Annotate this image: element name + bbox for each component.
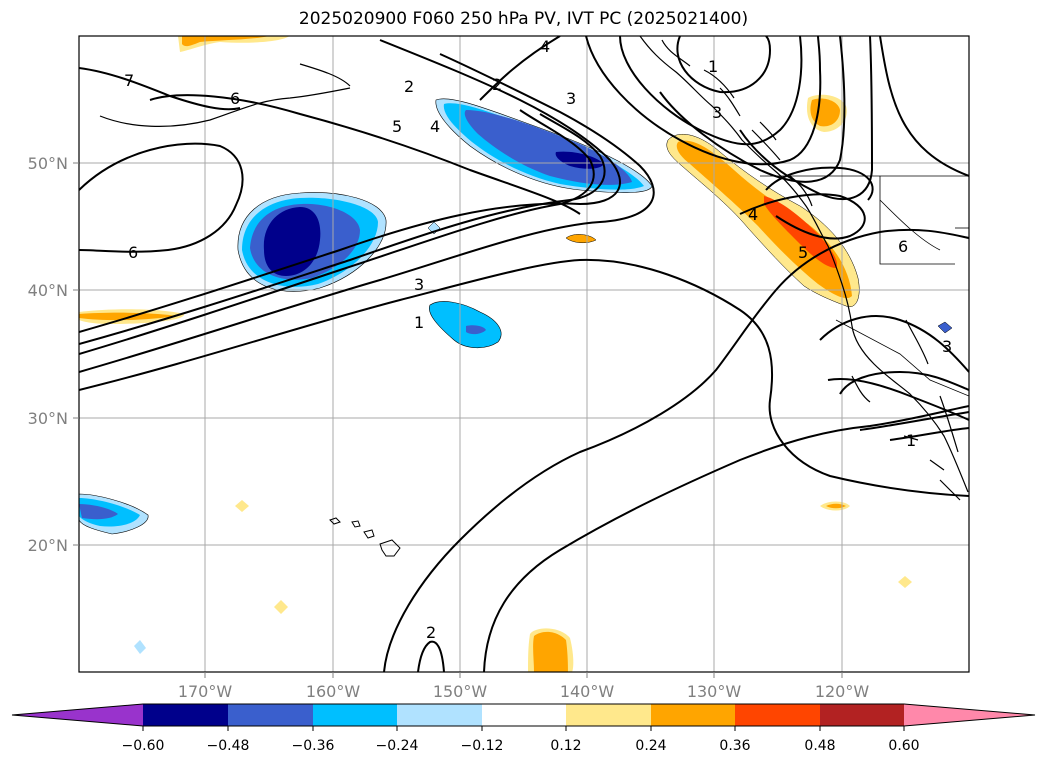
contour-label: 5 <box>798 243 808 262</box>
contour-label: 6 <box>230 89 240 108</box>
contour-label: 2 <box>426 623 436 642</box>
colorbar-bin <box>397 704 482 726</box>
contour-label: 1 <box>414 313 424 332</box>
map-panel: 7 6 6 6 5 5 4 4 4 3 3 3 3 2 2 2 1 1 1 <box>79 36 969 672</box>
colorbar-tick-label: 0.48 <box>804 738 835 754</box>
colorbar-tick-label: −0.24 <box>376 738 419 754</box>
contour-label: 6 <box>128 243 138 262</box>
contour-label: 2 <box>404 77 414 96</box>
lon-label: 150°W <box>433 682 488 701</box>
colorbar-tick-label: −0.60 <box>122 738 165 754</box>
hawaii-islands <box>329 517 401 557</box>
colorbar-bin <box>313 704 397 726</box>
longitude-labels: 170°W 160°W 150°W 140°W 130°W 120°W <box>178 682 870 701</box>
colorbar-tick-label: 0.24 <box>635 738 666 754</box>
pv-contours <box>79 36 969 672</box>
colorbar-extend-min <box>12 704 143 726</box>
colorbar-tick-label: 0.12 <box>550 738 581 754</box>
map-title: 2025020900 F060 250 hPa PV, IVT PC (2025… <box>298 9 749 29</box>
contour-label: 4 <box>540 37 550 56</box>
colorbar-tick-label: 0.60 <box>888 738 919 754</box>
colorbar-bin <box>820 704 904 726</box>
lon-label: 120°W <box>815 682 870 701</box>
contour-label: 3 <box>566 89 576 108</box>
colorbar-bin <box>735 704 820 726</box>
colorbar-tick-label: 0.36 <box>719 738 750 754</box>
lon-label: 160°W <box>306 682 361 701</box>
contour-label: 2 <box>492 75 502 94</box>
colorbar-bin <box>143 704 228 726</box>
latitude-labels: 50°N 40°N 30°N 20°N <box>28 154 68 555</box>
contour-label: 4 <box>748 205 758 224</box>
map-frame <box>78 35 970 673</box>
lat-label: 30°N <box>28 409 68 428</box>
contour-label: 6 <box>898 237 908 256</box>
lon-label: 170°W <box>178 682 233 701</box>
colorbar-extend-max <box>904 704 1035 726</box>
lat-label: 20°N <box>28 536 68 555</box>
lat-label: 50°N <box>28 154 68 173</box>
contour-label: 7 <box>124 71 134 90</box>
contour-label: 3 <box>414 275 424 294</box>
lon-label: 130°W <box>687 682 742 701</box>
positive-ivt-anomaly-west-coast <box>666 94 860 308</box>
colorbar-bin <box>566 704 651 726</box>
lon-label: 140°W <box>560 682 615 701</box>
colorbar-tick-label: −0.48 <box>207 738 250 754</box>
contour-label: 4 <box>430 117 440 136</box>
colorbar-bin <box>228 704 313 726</box>
colorbar-bin <box>651 704 735 726</box>
coastlines <box>99 36 969 501</box>
colorbar-bin <box>482 704 566 726</box>
colorbar: −0.60 −0.48 −0.36 −0.24 −0.12 0.12 0.24 … <box>11 703 1036 754</box>
colorbar-tick-label: −0.12 <box>461 738 504 754</box>
contour-label: 1 <box>708 57 718 76</box>
contour-label: 3 <box>712 103 722 122</box>
lat-label: 40°N <box>28 281 68 300</box>
gridlines <box>79 36 969 672</box>
contour-label: 1 <box>906 431 916 450</box>
colorbar-tick-label: −0.36 <box>292 738 335 754</box>
axis-ticks <box>73 162 843 678</box>
pv-contour-labels: 7 6 6 6 5 5 4 4 4 3 3 3 3 2 2 2 1 1 1 <box>124 37 952 642</box>
contour-label: 5 <box>392 117 402 136</box>
contour-label: 3 <box>942 337 952 356</box>
